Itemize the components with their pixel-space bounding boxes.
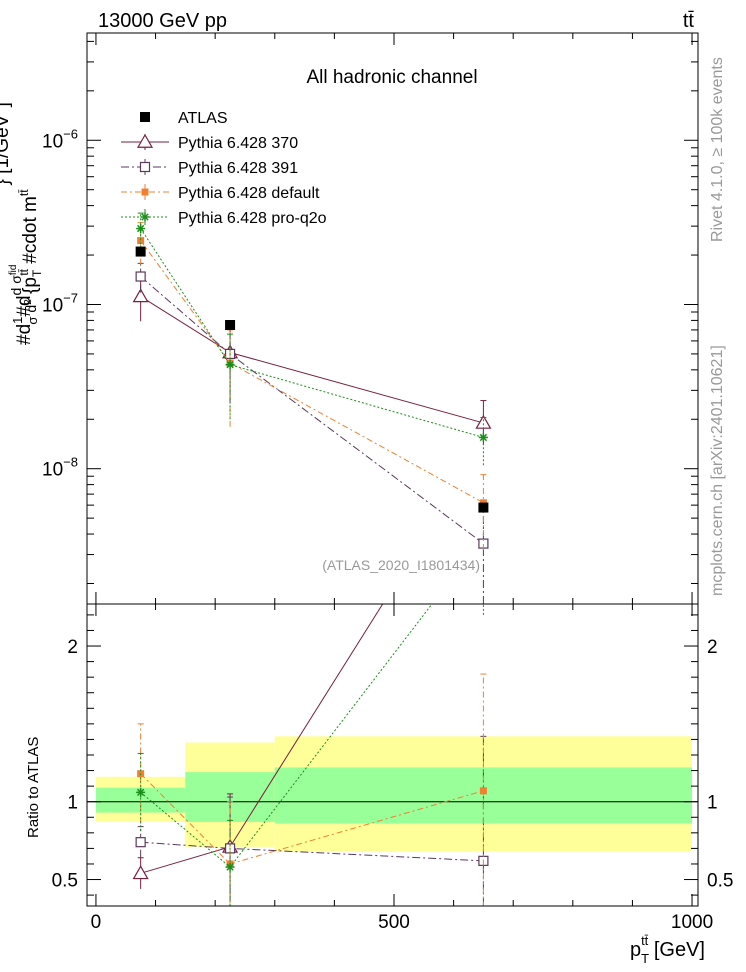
legend-label-4: Pythia 6.428 pro-q2o [178,210,327,227]
main-point-3-0-ray-3 [136,224,145,233]
main-line-0 [140,295,484,424]
ratio-tick-label-right-1: 1 [707,793,718,814]
main-point-3-0 [136,224,146,234]
x-axis-label: pTtt̄ [GeV] [630,933,705,966]
ratio-line-1 [140,841,484,862]
main-line-3 [140,228,484,438]
legend-label-2: Pythia 6.428 391 [178,160,298,177]
ratio-tick-label-left-2: 2 [67,637,78,658]
ratio-point-3-0 [136,787,146,797]
ratio-point-3-0-ray-3 [136,788,145,797]
main-point-2-0 [137,237,145,245]
ratio-tick-label-left-0.5: 0.5 [52,871,78,892]
legend-marker-2 [139,161,151,173]
y-axis-label: #d1σ#dd σfidd2 {pTtt̄ #cdot mtt̄} [1/GeV… [0,102,44,345]
x-tick-label-500: 500 [378,912,410,933]
y-tick-label-1: 10−7 [42,290,78,316]
chart-title: All hadronic channel [306,67,477,88]
energy-label: 13000 GeV pp [98,10,227,32]
ratio-series [132,604,489,906]
legend-marker-3 [141,188,149,196]
y-tick-label-2: 10−6 [42,126,78,152]
axes: 0 500 1000 10−8 10−7 10−6 0.5 0.5 1 1 2 2 [42,33,733,933]
legend-marker-1 [136,133,154,148]
legend-label-3: Pythia 6.428 default [178,185,320,202]
data-point-0 [135,246,146,257]
legend: ATLAS Pythia 6.428 370 Pythia 6.428 391 Pyt… [121,110,327,227]
process-label: tt̄ [683,10,695,32]
main-point-3-1 [225,360,235,370]
main-point-3-1-ray-3 [226,360,234,369]
ratio-point-1-0 [135,837,146,848]
mcplots-label: mcplots.cern.ch [arXiv:2401.10621] [709,345,726,596]
data-point-1 [225,320,236,331]
ratio-point-3-1-ray-3 [226,863,234,871]
y-tick-label-0: 10−8 [42,455,78,481]
ratio-uncertainty-bands [87,736,698,852]
rivet-label: Rivet 4.1.0, ≥ 100k events [709,57,726,242]
main-point-3-2-ray-3 [479,433,488,442]
legend-marker-0 [140,112,150,122]
legend-label-1: Pythia 6.428 370 [178,135,298,152]
main-series [132,212,492,604]
main-point-3-2 [478,432,488,442]
main-line-1 [140,276,484,544]
ratio-point-0-0 [132,865,149,880]
ratio-tick-label-right-2: 2 [707,637,718,658]
legend-marker-4-ray-3 [141,213,149,221]
ratio-point-3-1 [225,862,235,872]
legend-label-0: ATLAS [178,110,228,127]
ratio-tick-label-left-1: 1 [67,793,78,814]
main-point-0-0 [132,288,149,303]
main-line-2 [140,240,484,504]
x-tick-label-1000: 1000 [671,912,713,933]
x-tick-label-0: 0 [91,912,102,933]
main-point-1-0 [135,271,146,282]
ratio-point-2-2 [479,787,487,795]
analysis-watermark: (ATLAS_2020_I1801434) [322,557,480,573]
ratio-y-axis-label: Ratio to ATLAS [25,737,42,838]
legend-marker-4 [140,212,150,222]
ratio-tick-label-right-0.5: 0.5 [707,871,733,892]
data-point-2 [478,502,489,513]
